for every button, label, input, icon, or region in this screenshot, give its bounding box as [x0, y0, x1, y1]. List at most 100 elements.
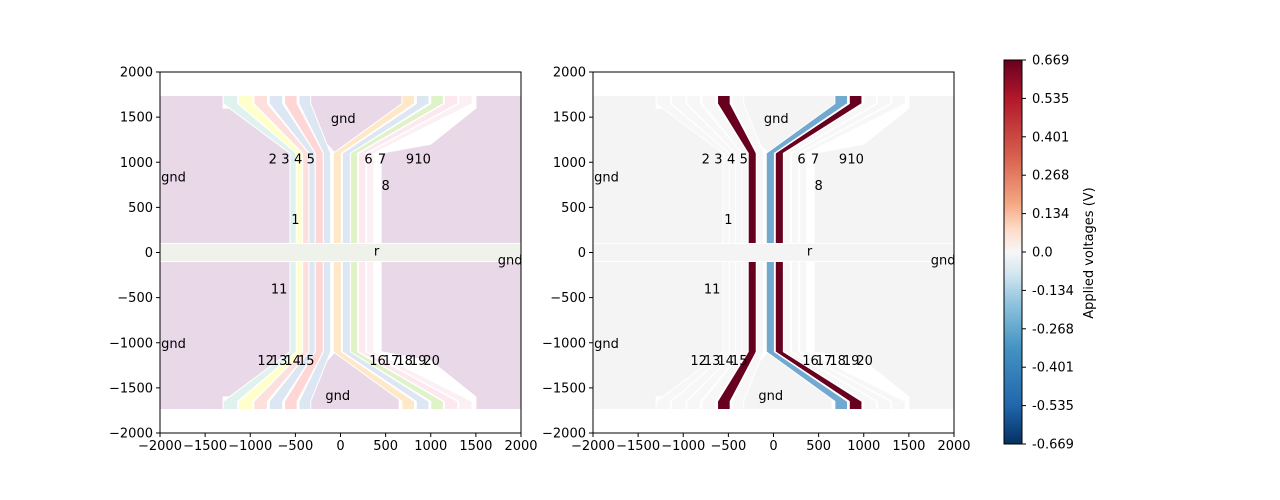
electrode-label: gnd	[325, 389, 350, 404]
y-tick-label: −2000	[109, 427, 153, 442]
electrode-strip	[349, 94, 444, 244]
electrode-label: 13	[704, 354, 721, 369]
electrode-label: gnd	[161, 337, 186, 352]
x-tick-label: −2000	[571, 439, 615, 454]
y-tick-label: −500	[550, 291, 586, 306]
electrode-label: gnd	[161, 171, 186, 186]
colorbar-tick-label: 0.401	[1032, 130, 1069, 145]
x-tick-label: −1000	[228, 439, 272, 454]
electrode-label: 15	[731, 354, 748, 369]
electrode-label: 20	[856, 354, 873, 369]
y-tick-label: 0	[578, 246, 586, 261]
voltage-panel: −2000 −1500 −1000 −500 0 500 1000 1500 200020001…	[542, 66, 971, 455]
y-tick-label: 2000	[553, 66, 586, 81]
electrode-label: 16	[802, 354, 819, 369]
electrode-strip	[332, 94, 416, 244]
electrode-label: 15	[298, 354, 315, 369]
colorbar-tick-label: -0.535	[1032, 399, 1074, 414]
x-tick-label: −2000	[138, 439, 182, 454]
electrode-label: 3	[281, 153, 289, 168]
colorbar-tick-label: -0.401	[1032, 361, 1074, 376]
electrode-strip	[366, 94, 473, 244]
electrode-label: 14	[284, 354, 301, 369]
x-tick-label: −500	[711, 439, 747, 454]
electrode-strip	[782, 94, 877, 244]
y-tick-label: −1000	[542, 336, 586, 351]
electrode-label: 7	[811, 153, 819, 168]
electrode-label: 6	[364, 153, 372, 168]
x-tick-label: 1000	[847, 439, 880, 454]
electrode-strip	[332, 261, 416, 411]
y-tick-label: −1500	[542, 381, 586, 396]
electrode-label: r	[807, 245, 813, 260]
electrode-label: gnd	[498, 254, 523, 269]
y-tick-label: 1000	[553, 156, 586, 171]
y-tick-label: 1500	[553, 111, 586, 126]
colorbar-tick-label: 0.669	[1032, 54, 1069, 69]
electrode-label: 8	[814, 179, 822, 194]
colorbar-gradient	[1003, 59, 1023, 445]
electrode-strip	[782, 261, 877, 411]
electrode-label: 6	[797, 153, 805, 168]
y-tick-label: −1000	[109, 336, 153, 351]
rail-electrode	[593, 242, 954, 263]
rail-electrode	[160, 242, 521, 263]
electrode-label: 20	[423, 354, 440, 369]
electrode-label: gnd	[764, 112, 789, 127]
electrode-label: 19	[843, 354, 860, 369]
electrode-strip	[765, 261, 849, 411]
colorbar-tick-label: -0.669	[1032, 438, 1074, 453]
y-tick-label: 0	[145, 246, 153, 261]
colorbar-tick-label: 0.0	[1032, 246, 1053, 261]
electrode-label: 4	[294, 153, 302, 168]
electrode-label: 13	[271, 354, 288, 369]
electrode-strip	[799, 261, 906, 411]
y-tick-label: 1000	[120, 156, 153, 171]
electrode-label: 5	[740, 153, 748, 168]
electrode-label: gnd	[931, 254, 956, 269]
x-tick-label: −1000	[661, 439, 705, 454]
electrode-label: 2	[269, 153, 277, 168]
x-tick-label: 500	[373, 439, 398, 454]
electrode-strip	[298, 94, 332, 244]
x-tick-label: 1000	[414, 439, 447, 454]
electrode-label: 11	[704, 283, 721, 298]
electrode-label: 12	[690, 354, 707, 369]
electrode-label: 7	[378, 153, 386, 168]
electrode-strip	[366, 261, 473, 411]
electrode-label: 18	[396, 354, 413, 369]
electrode-strip	[358, 261, 459, 411]
electrode-label: 10	[847, 153, 864, 168]
electrode-label: gnd	[331, 112, 356, 127]
electrode-label: 14	[717, 354, 734, 369]
axis-ticks: −2000 −1500 −1000 −500 0 500 1000 1500 200020001…	[109, 66, 538, 455]
electrode-label: 18	[829, 354, 846, 369]
colorbar-tick-label: -0.134	[1032, 284, 1074, 299]
electrode-label: 17	[816, 354, 833, 369]
axis-ticks: −2000 −1500 −1000 −500 0 500 1000 1500 200020001…	[542, 66, 971, 455]
x-tick-label: 2000	[937, 439, 970, 454]
electrode-strip	[731, 94, 765, 244]
x-tick-label: 0	[769, 439, 777, 454]
colorbar-tick-label: -0.268	[1032, 322, 1074, 337]
electrode-label: 11	[271, 283, 288, 298]
layout-panel: −2000 −1500 −1000 −500 0 500 1000 1500 200020001…	[109, 66, 538, 455]
electrode-label: 5	[307, 153, 315, 168]
electrode-strip	[765, 94, 849, 244]
y-tick-label: −1500	[109, 381, 153, 396]
colorbar-tick-label: 0.134	[1032, 207, 1069, 222]
electrode-label: 16	[369, 354, 386, 369]
electrode-label: 19	[410, 354, 427, 369]
electrode-strip	[791, 261, 892, 411]
colorbar-tick-label: 0.535	[1032, 92, 1069, 107]
y-tick-label: 2000	[120, 66, 153, 81]
electrode-label: 1	[724, 213, 732, 228]
electrode-strip	[799, 94, 906, 244]
y-tick-label: −500	[117, 291, 153, 306]
electrode-label: gnd	[594, 171, 619, 186]
colorbar-ticks: 0.669 0.535 0.401 0.268 0.134 0.0 -0.134 -0.268…	[1022, 54, 1074, 453]
electrode-label: 3	[714, 153, 722, 168]
